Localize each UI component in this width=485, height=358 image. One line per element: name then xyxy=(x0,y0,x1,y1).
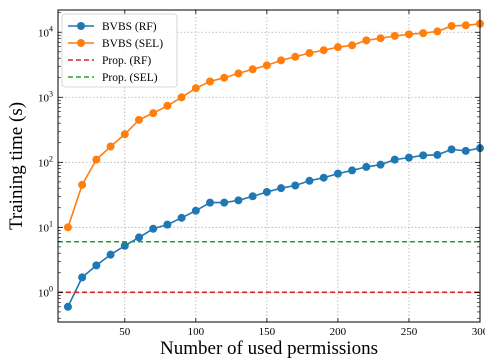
data-point-bvbs-rf xyxy=(92,261,100,269)
data-point-bvbs-sel xyxy=(348,41,356,49)
legend-label-bvbs-sel: BVBS (SEL) xyxy=(102,38,163,50)
data-point-bvbs-sel xyxy=(362,36,370,44)
data-point-bvbs-sel xyxy=(462,21,470,29)
data-point-bvbs-sel xyxy=(206,77,214,85)
x-tick-label: 150 xyxy=(259,326,276,338)
data-point-bvbs-rf xyxy=(121,242,129,250)
y-tick-label: 100 xyxy=(38,284,53,299)
data-point-bvbs-rf xyxy=(220,199,228,207)
data-point-bvbs-rf xyxy=(163,221,171,229)
data-point-bvbs-sel xyxy=(135,116,143,124)
legend-label-prop-rf: Prop. (RF) xyxy=(102,55,151,67)
x-tick-label: 100 xyxy=(188,326,205,338)
data-point-bvbs-rf xyxy=(419,151,427,159)
data-point-bvbs-rf xyxy=(348,166,356,174)
data-point-bvbs-sel xyxy=(78,181,86,189)
data-point-bvbs-rf xyxy=(263,188,271,196)
y-tick-label: 103 xyxy=(38,89,53,104)
data-point-bvbs-sel xyxy=(163,102,171,110)
data-point-bvbs-rf xyxy=(362,163,370,171)
y-axis-label: Training time (s) xyxy=(6,102,27,230)
data-point-bvbs-sel xyxy=(149,109,157,117)
data-point-bvbs-rf xyxy=(462,147,470,155)
data-point-bvbs-sel xyxy=(377,34,385,42)
x-tick-label: 300 xyxy=(472,326,485,338)
legend-marker-bvbs-rf xyxy=(77,22,85,30)
data-point-bvbs-rf xyxy=(391,156,399,164)
data-point-bvbs-rf xyxy=(249,192,257,200)
data-point-bvbs-sel xyxy=(192,84,200,92)
data-point-bvbs-sel xyxy=(433,27,441,35)
data-point-bvbs-rf xyxy=(149,225,157,233)
data-point-bvbs-rf xyxy=(405,154,413,162)
y-tick-label: 101 xyxy=(38,219,53,234)
data-point-bvbs-rf xyxy=(234,196,242,204)
data-point-bvbs-sel xyxy=(419,29,427,37)
data-point-bvbs-sel xyxy=(64,223,72,231)
data-point-bvbs-rf xyxy=(291,181,299,189)
data-point-bvbs-sel xyxy=(305,49,313,57)
data-point-bvbs-sel xyxy=(291,53,299,61)
x-axis-label: Number of used permissions xyxy=(160,338,378,358)
data-point-bvbs-sel xyxy=(448,22,456,30)
data-point-bvbs-rf xyxy=(192,207,200,215)
data-point-bvbs-rf xyxy=(107,251,115,259)
x-tick-label: 250 xyxy=(401,326,418,338)
data-point-bvbs-sel xyxy=(405,30,413,38)
series-line-bvbs-rf xyxy=(68,148,480,307)
data-point-bvbs-sel xyxy=(391,32,399,40)
data-point-bvbs-rf xyxy=(135,233,143,241)
x-tick-label: 50 xyxy=(119,326,131,338)
data-point-bvbs-rf xyxy=(433,151,441,159)
data-point-bvbs-sel xyxy=(107,143,115,151)
data-point-bvbs-sel xyxy=(178,93,186,101)
data-point-bvbs-sel xyxy=(92,156,100,164)
data-point-bvbs-sel xyxy=(234,69,242,77)
x-tick-label: 200 xyxy=(330,326,347,338)
data-point-bvbs-rf xyxy=(320,174,328,182)
data-point-bvbs-rf xyxy=(448,145,456,153)
data-point-bvbs-sel xyxy=(220,74,228,82)
data-point-bvbs-rf xyxy=(305,177,313,185)
data-point-bvbs-rf xyxy=(64,303,72,311)
data-point-bvbs-sel xyxy=(263,61,271,69)
data-point-bvbs-sel xyxy=(334,43,342,51)
data-point-bvbs-rf xyxy=(206,199,214,207)
data-point-bvbs-sel xyxy=(249,65,257,73)
legend: BVBS (RF) BVBS (SEL) Prop. (RF) Prop. (SEL) xyxy=(62,14,177,87)
data-point-bvbs-sel xyxy=(277,56,285,64)
data-point-bvbs-sel xyxy=(320,46,328,54)
data-point-bvbs-rf xyxy=(377,161,385,169)
data-point-bvbs-rf xyxy=(178,214,186,222)
legend-marker-bvbs-sel xyxy=(77,39,85,47)
legend-label-bvbs-rf: BVBS (RF) xyxy=(102,21,157,33)
data-point-bvbs-rf xyxy=(334,170,342,178)
data-point-bvbs-rf xyxy=(78,273,86,281)
legend-label-prop-sel: Prop. (SEL) xyxy=(102,72,158,84)
y-tick-label: 102 xyxy=(38,154,53,169)
y-tick-label: 104 xyxy=(38,24,53,39)
data-point-bvbs-sel xyxy=(121,130,129,138)
data-point-bvbs-rf xyxy=(277,184,285,192)
